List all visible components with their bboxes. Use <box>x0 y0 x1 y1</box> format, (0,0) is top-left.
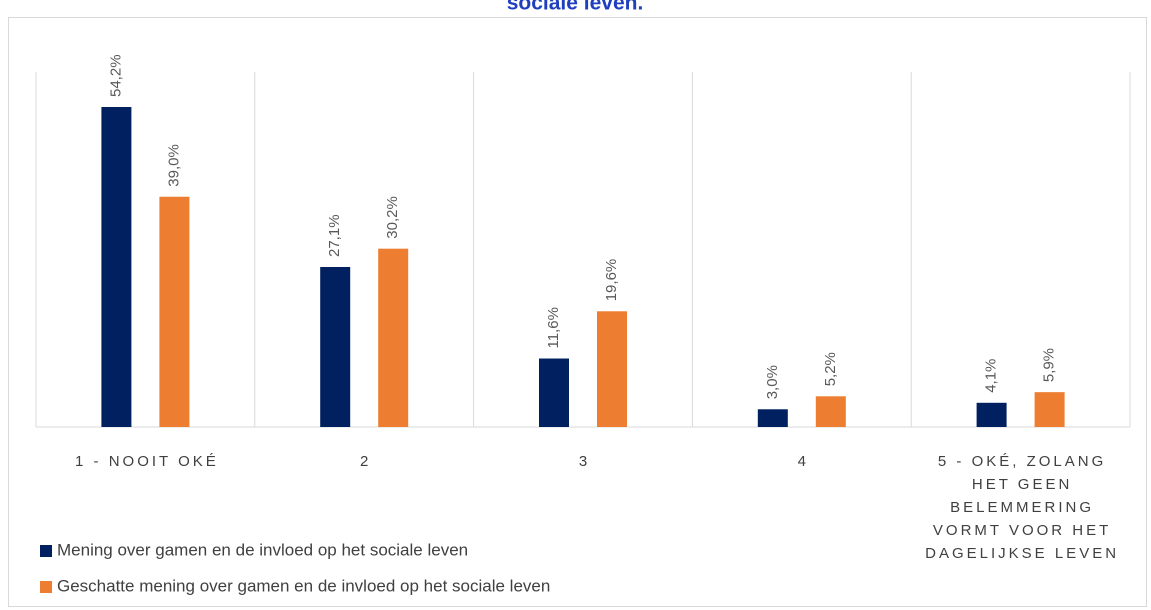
x-tick-label: 3 <box>578 453 591 470</box>
x-tick-label: 5 - OKÉ, ZOLANG HET GEEN BELEMMERING VOR… <box>925 453 1120 562</box>
bar <box>159 196 190 427</box>
chart-border <box>8 17 1147 607</box>
data-label: 5,2% <box>822 352 839 386</box>
data-label: 11,6% <box>545 307 562 348</box>
bar <box>101 107 132 427</box>
bar <box>976 402 1007 427</box>
bar <box>1034 392 1065 427</box>
data-label: 39,0% <box>165 144 182 187</box>
bar <box>320 267 351 427</box>
legend-label: Geschatte mening over gamen en de invloe… <box>57 576 550 595</box>
legend-label: Mening over gamen en de invloed op het s… <box>57 540 468 559</box>
data-label: 30,2% <box>384 196 401 239</box>
x-tick-label: 2 <box>360 453 372 470</box>
data-label: 19,6% <box>603 259 620 302</box>
bar <box>815 396 846 427</box>
data-label: 54,2% <box>107 54 124 97</box>
bar <box>757 409 788 427</box>
legend-swatch <box>40 581 52 593</box>
bar <box>597 311 627 427</box>
bar <box>539 358 569 427</box>
x-tick-label: 4 <box>797 453 809 470</box>
data-label: 27,1% <box>326 214 343 257</box>
data-label: 5,9% <box>1041 348 1058 382</box>
chart-title: sociale leven. <box>507 0 644 15</box>
legend-swatch <box>40 545 52 557</box>
bar <box>378 248 409 427</box>
data-label: 4,1% <box>983 359 1000 393</box>
data-label: 3,0% <box>764 365 781 399</box>
x-tick-label: 1 - NOOIT OKÉ <box>75 453 219 470</box>
